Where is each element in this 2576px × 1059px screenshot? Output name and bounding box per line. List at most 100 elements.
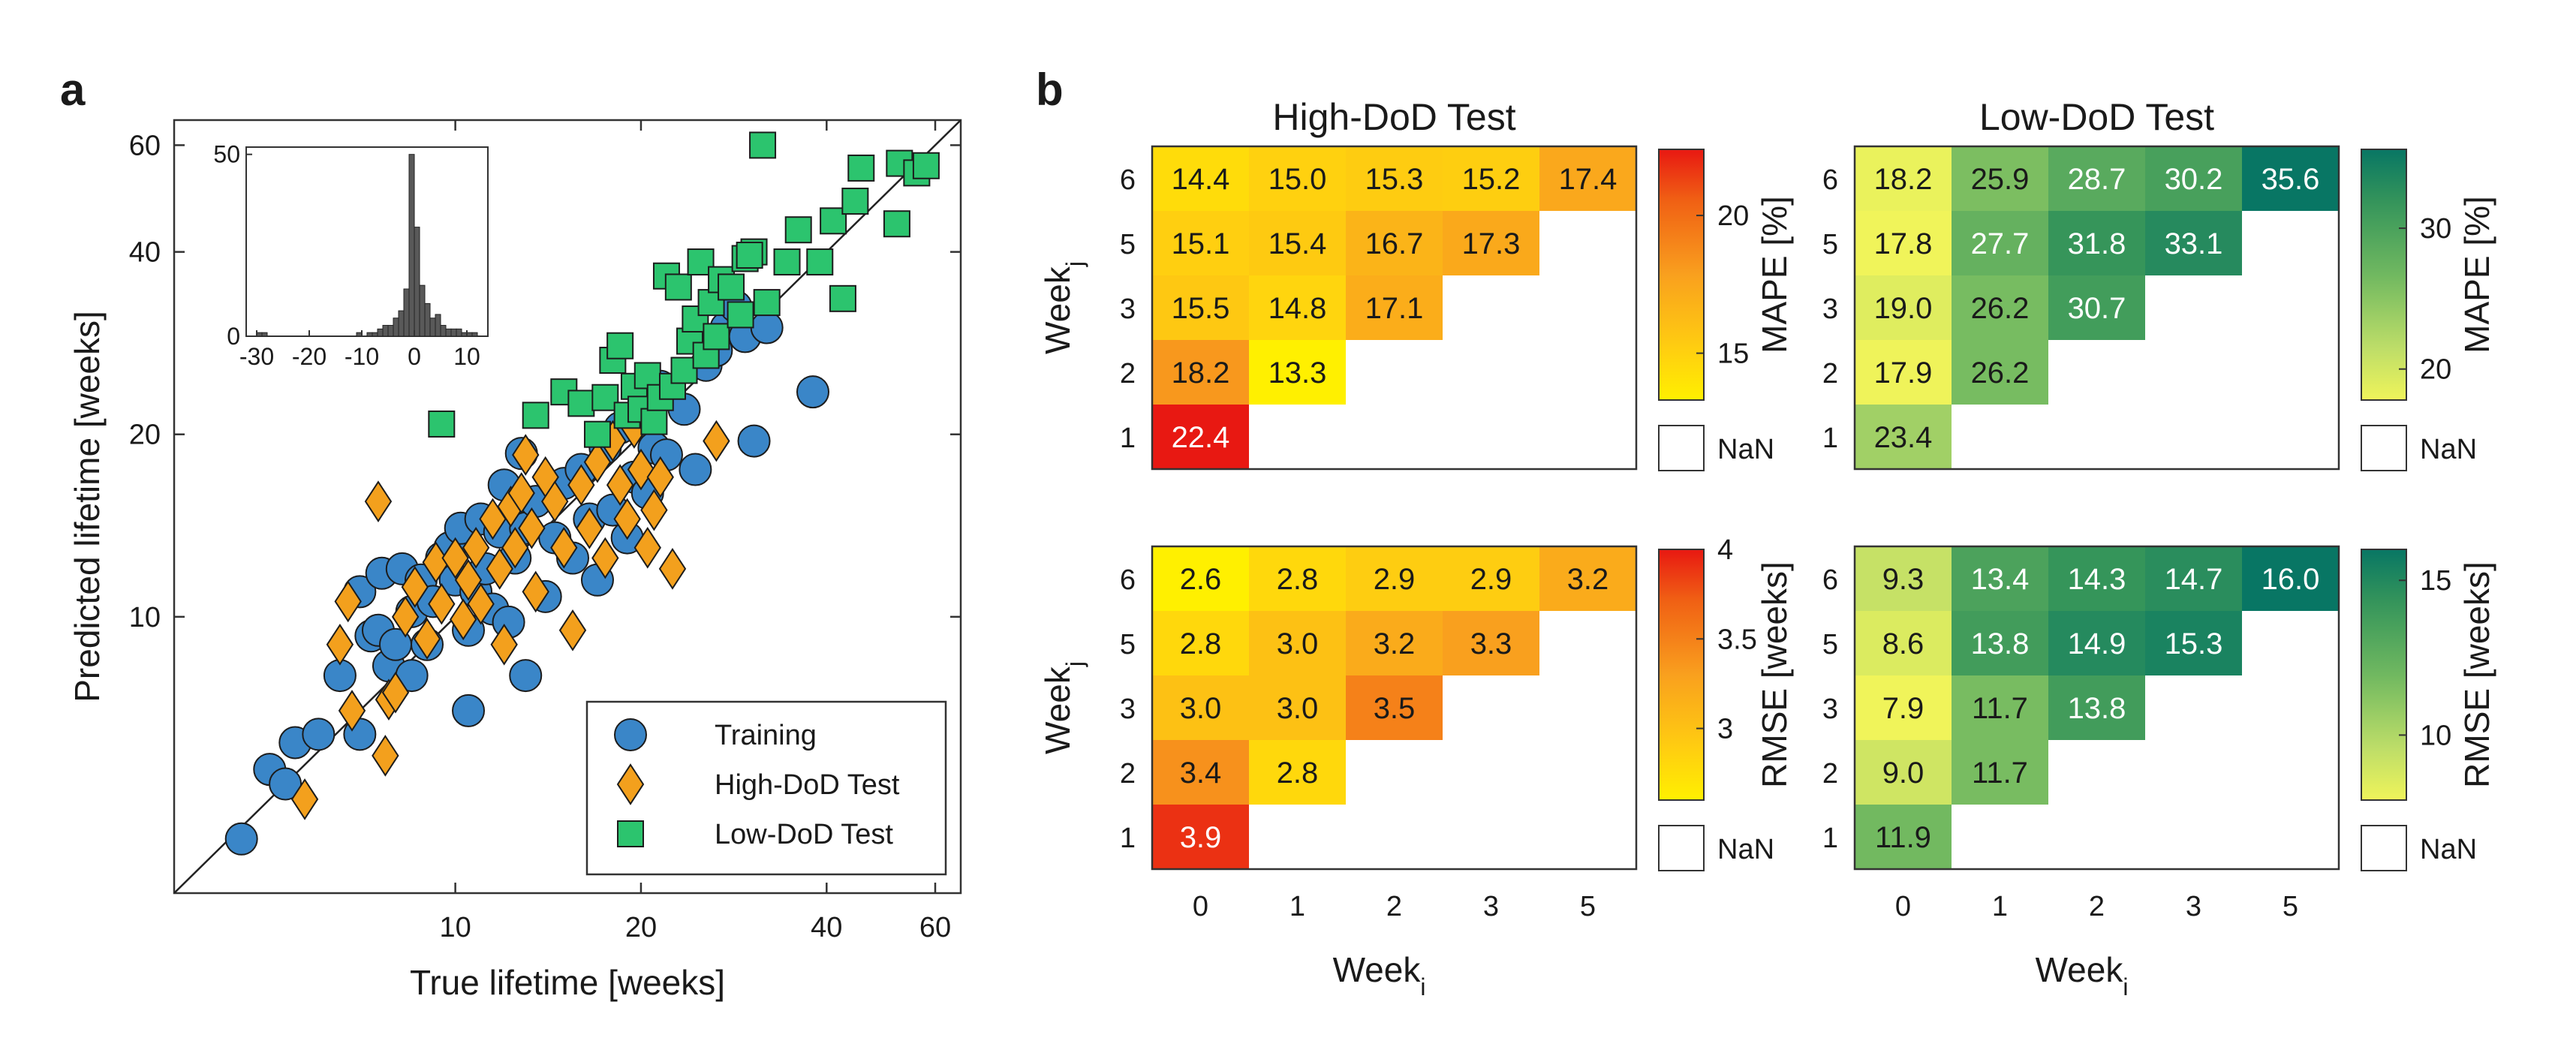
inset-x-tick-label: 10 — [453, 343, 480, 370]
histogram-bar — [408, 154, 415, 337]
data-point — [640, 489, 668, 531]
cell-value-label: 3.2 — [1567, 563, 1609, 596]
cell-value-label: 8.6 — [1882, 627, 1924, 660]
heatmap-1: 14.4 15.0 15.3 15.2 17.4 15.1 15.4 16.7 17.3 15.5… — [1038, 96, 1794, 471]
data-point — [591, 537, 619, 579]
data-point — [627, 448, 655, 491]
heatmap-cell — [1152, 275, 1249, 340]
colorbar-tick-label: 20 — [2420, 354, 2451, 386]
heatmap-cell — [2145, 546, 2242, 611]
cell-value-label: 3.0 — [1180, 692, 1222, 725]
cell-value-label: 2.9 — [1470, 563, 1512, 596]
y-tick-label: 10 — [129, 602, 161, 633]
nan-swatch — [1658, 825, 1705, 871]
heatmap-cell — [1249, 146, 1346, 211]
cell-value-label: 15.5 — [1172, 292, 1230, 325]
cell-value-label: 15.3 — [1365, 163, 1424, 196]
histogram-bar — [414, 227, 420, 337]
heatmap-cell — [2048, 546, 2145, 611]
data-point — [736, 242, 763, 269]
histogram-bar — [429, 317, 436, 337]
histogram-bar — [435, 314, 441, 337]
colorbar-tick-label: 15 — [2420, 565, 2451, 597]
cell-value-label: 19.0 — [1874, 292, 1933, 325]
y-tick-label: 5 — [1120, 229, 1136, 260]
data-point — [413, 618, 441, 660]
data-point — [509, 659, 543, 693]
histogram-bar — [450, 328, 457, 337]
y-tick-label: 5 — [1822, 629, 1838, 660]
heatmap-cell — [1952, 740, 2048, 805]
data-point — [467, 582, 495, 625]
cell-value-label: 17.4 — [1559, 163, 1618, 196]
y-tick-label: 6 — [1120, 564, 1136, 596]
heatmap-cell — [1855, 211, 1952, 275]
data-point — [784, 216, 812, 244]
cell-value-label: 26.2 — [1971, 357, 2030, 390]
data-point — [452, 693, 486, 727]
colorbar — [1658, 149, 1705, 401]
cell-value-label: 3.3 — [1470, 627, 1512, 660]
data-point — [490, 623, 518, 666]
cell-value-label: 15.1 — [1172, 227, 1230, 260]
heatmap-cell — [2242, 146, 2339, 211]
series-high-dod-test — [290, 407, 730, 820]
data-point — [372, 735, 399, 777]
histogram-bar — [372, 332, 378, 337]
heatmap-cell — [1249, 275, 1346, 340]
heatmap-cell — [1952, 675, 2048, 740]
x-tick-label: 3 — [2186, 891, 2201, 922]
x-axis-label: Weeki — [2036, 950, 2129, 1000]
y-axis-subscript: j — [1061, 261, 1088, 267]
nan-label: NaN — [1717, 434, 1774, 465]
heatmap-cell — [2048, 211, 2145, 275]
histogram-bar — [398, 310, 405, 337]
heatmap-cell — [1346, 611, 1443, 675]
inset-x-tick-label: -10 — [345, 343, 379, 370]
cell-value-label: 3.0 — [1277, 627, 1319, 660]
histogram-bar — [387, 324, 394, 337]
data-point — [391, 595, 420, 638]
heatmap-cell — [1152, 611, 1249, 675]
x-tick-label: 2 — [2089, 891, 2105, 922]
data-point — [567, 464, 595, 507]
nan-label: NaN — [1717, 834, 1774, 865]
colorbar-tick-label: 3 — [1717, 714, 1733, 745]
cell-value-label: 17.1 — [1365, 292, 1424, 325]
cell-value-label: 16.0 — [2262, 563, 2320, 596]
inset-y-tick-label: 0 — [227, 323, 240, 350]
y-axis-subscript: j — [1061, 661, 1088, 667]
data-point — [334, 580, 362, 623]
cell-value-label: 23.4 — [1874, 421, 1933, 454]
colorbar-label: RMSE [weeks] — [2457, 561, 2496, 788]
legend-label: Training — [715, 720, 817, 751]
cell-value-label: 28.7 — [2068, 163, 2126, 196]
data-point — [583, 420, 611, 448]
y-tick-label: 40 — [129, 237, 161, 269]
data-point — [606, 464, 634, 507]
heatmap-cell — [1152, 211, 1249, 275]
data-point — [718, 273, 745, 301]
heatmap-cell — [2048, 275, 2145, 340]
heatmap-cell — [1855, 146, 1952, 211]
y-axis-label: Weekj — [1038, 261, 1088, 354]
heatmap-cell — [1952, 546, 2048, 611]
data-point — [806, 248, 834, 276]
y-tick-label: 20 — [129, 420, 161, 451]
heatmap-cell — [1855, 275, 1952, 340]
cell-value-label: 2.9 — [1374, 563, 1416, 596]
heatmap-cell — [1249, 740, 1346, 805]
panel-label-b: b — [1036, 65, 1064, 115]
data-point — [727, 301, 754, 329]
data-point — [522, 570, 549, 613]
data-point — [486, 548, 513, 590]
data-point — [522, 402, 549, 429]
nan-label: NaN — [2420, 434, 2477, 465]
cell-value-label: 15.0 — [1268, 163, 1327, 196]
heatmap-frame — [1151, 145, 1638, 471]
histogram-bar — [445, 328, 452, 337]
cell-value-label: 15.3 — [2165, 627, 2223, 660]
cell-value-label: 11.9 — [1875, 821, 1931, 854]
inset-x-tick-label: -30 — [239, 343, 274, 370]
y-tick-label: 5 — [1822, 229, 1838, 260]
